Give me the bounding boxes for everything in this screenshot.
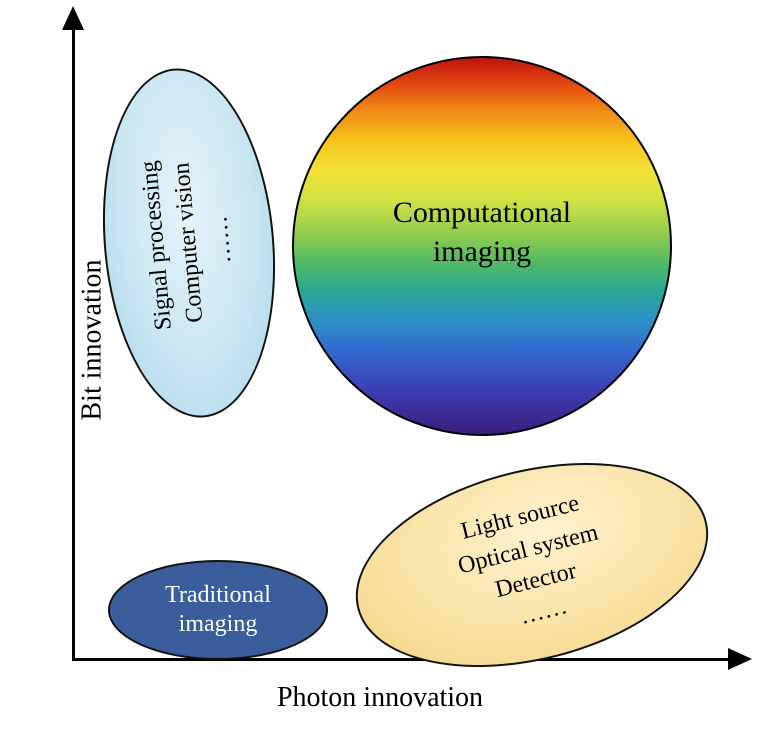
text-line: …… <box>206 215 236 265</box>
text-line: Computational <box>393 196 571 229</box>
node-computational-imaging-label: Computational imaging <box>393 193 571 271</box>
node-signal-processing: Signal processing Computer vision …… <box>89 61 289 424</box>
y-axis-arrow-icon <box>62 6 84 30</box>
text-line: …… <box>517 594 570 631</box>
text-line: Traditional <box>165 582 271 608</box>
node-traditional-imaging: Traditional imaging <box>108 560 328 660</box>
diagram-canvas: Bit innovation Photon innovation Signal … <box>0 0 760 732</box>
node-signal-processing-label: Signal processing Computer vision …… <box>133 154 245 332</box>
node-computational-imaging: Computational imaging <box>292 56 672 436</box>
node-optical-system-label: Light source Optical system Detector …… <box>447 485 617 645</box>
x-axis-line <box>72 658 732 661</box>
node-traditional-imaging-label: Traditional imaging <box>165 581 271 639</box>
y-axis-line <box>72 18 75 660</box>
text-line: imaging <box>433 235 531 268</box>
x-axis-arrow-icon <box>728 648 752 670</box>
text-line: Computer vision <box>169 162 209 324</box>
y-axis-label: Bit innovation <box>77 260 109 421</box>
x-axis-label: Photon innovation <box>0 682 760 714</box>
text-line: imaging <box>179 611 258 637</box>
